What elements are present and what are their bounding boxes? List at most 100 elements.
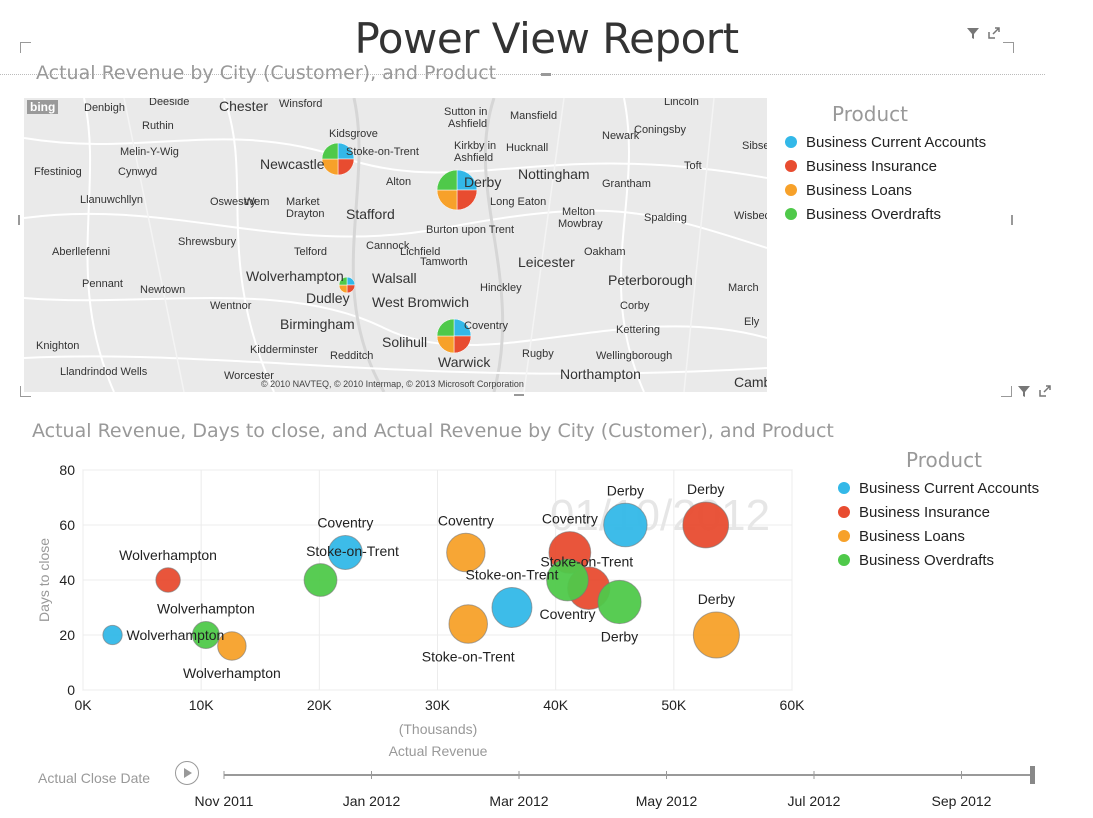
- x-axis-units: (Thousands): [399, 721, 478, 737]
- legend-label: Business Overdrafts: [859, 551, 995, 569]
- bubble-business-loans-stoke-on-trent[interactable]: [448, 604, 488, 644]
- bubble-business-overdrafts-stoke-on-trent[interactable]: [303, 563, 338, 597]
- pop-out-icon[interactable]: [1038, 384, 1052, 398]
- resize-handle[interactable]: [514, 394, 524, 396]
- visual-frame-corner: [1003, 42, 1014, 53]
- pie-slice[interactable]: [456, 189, 478, 211]
- map-place-label: Long Eaton: [490, 196, 547, 208]
- bubble-business-overdrafts-wolverhampton[interactable]: [191, 621, 220, 649]
- filter-icon[interactable]: [1017, 384, 1031, 398]
- bubble-data-label: Derby: [698, 591, 735, 607]
- bubble-business-loans-derby[interactable]: [692, 611, 740, 659]
- map-place-label: Coventry: [464, 320, 509, 332]
- map-place-label: Wisbech: [734, 210, 767, 222]
- map-place-label: Telford: [294, 246, 328, 258]
- legend-item-business-current-accounts[interactable]: Business Current Accounts: [785, 130, 1015, 154]
- filter-icon[interactable]: [966, 26, 980, 40]
- scatter-chart[interactable]: 01/10/2012 0K 10K 20K 30K 40K 50K 60K 0 20 40 60 80…: [0, 440, 830, 770]
- play-axis-label: Actual Close Date: [38, 770, 151, 786]
- y-tick-label: 60: [59, 517, 75, 533]
- map-place-label: Kidsgrove: [329, 128, 378, 140]
- map-place-label: Sibsey: [742, 140, 767, 152]
- map-visual[interactable]: Denbigh Deeside Chester Winsford Sutton in As…: [24, 98, 767, 392]
- bubble-data-label: Coventry: [539, 606, 595, 622]
- map-pie-derby[interactable]: [436, 169, 478, 211]
- map-place-label: Winsford: [279, 98, 323, 110]
- map-copyright: © 2010 NAVTEQ, © 2010 Intermap, © 2013 M…: [261, 379, 524, 389]
- map-place-label: Lincoln: [664, 98, 699, 108]
- legend-item-business-insurance[interactable]: Business Insurance: [785, 154, 1015, 178]
- timeline-track[interactable]: Nov 2011 Jan 2012 Mar 2012 May 2012 Jul 2012…: [0, 760, 1093, 818]
- bubble-business-overdrafts-derby[interactable]: [597, 579, 642, 625]
- bubble-data-label: Stoke-on-Trent: [540, 553, 633, 569]
- pie-slice[interactable]: [456, 169, 478, 191]
- x-tick-label: 40K: [543, 697, 569, 713]
- pie-slice[interactable]: [436, 318, 455, 337]
- map-place-label: Ashfield: [454, 152, 494, 164]
- legend-item-business-current-accounts[interactable]: Business Current Accounts: [838, 476, 1058, 500]
- legend-swatch: [785, 184, 797, 196]
- map-pie-wolverhampton[interactable]: [338, 276, 356, 294]
- play-button[interactable]: [175, 761, 199, 785]
- map-place-label: Sutton in: [444, 106, 488, 118]
- map-place-label: Toft: [684, 160, 702, 172]
- legend-item-business-overdrafts[interactable]: Business Overdrafts: [785, 202, 1015, 226]
- bubble-business-insurance-wolverhampton[interactable]: [155, 567, 181, 593]
- x-tick-label: 30K: [425, 697, 451, 713]
- legend-item-business-loans[interactable]: Business Loans: [838, 524, 1058, 548]
- report-title: Power View Report: [354, 14, 739, 63]
- resize-handle[interactable]: [18, 215, 20, 225]
- legend-item-business-loans[interactable]: Business Loans: [785, 178, 1015, 202]
- pie-slice[interactable]: [436, 189, 458, 211]
- play-axis-watermark: 01/10/2012: [550, 491, 770, 540]
- map-place-label: Knighton: [36, 340, 80, 352]
- pie-slice[interactable]: [321, 142, 339, 160]
- bubble-business-current-accounts-stoke-on-trent[interactable]: [491, 587, 533, 628]
- pie-slice[interactable]: [436, 169, 458, 191]
- map-legend: Product Business Current Accounts Busine…: [785, 102, 1015, 226]
- map-place-label: Lichfield: [400, 246, 441, 258]
- bubble-business-loans-wolverhampton[interactable]: [217, 631, 247, 661]
- pie-slice[interactable]: [338, 276, 348, 286]
- legend-swatch: [785, 136, 797, 148]
- map-place-label: Melton: [562, 206, 596, 218]
- map-place-label: Shrewsbury: [178, 236, 237, 248]
- timeline-month-label: Jul 2012: [788, 793, 841, 809]
- pop-out-icon[interactable]: [987, 26, 1001, 40]
- map-place-label: Nottingham: [518, 166, 590, 182]
- map-place-label: Solihull: [382, 334, 428, 350]
- legend-item-business-insurance[interactable]: Business Insurance: [838, 500, 1058, 524]
- legend-title: Product: [906, 448, 982, 472]
- bubble-business-current-accounts-derby[interactable]: [603, 502, 648, 548]
- bubble-business-loans-coventry[interactable]: [446, 532, 486, 573]
- resize-handle[interactable]: [1011, 215, 1013, 225]
- map-pie-coventry[interactable]: [436, 318, 472, 354]
- legend-label: Business Insurance: [806, 157, 937, 175]
- bubble-business-current-accounts-wolverhampton[interactable]: [102, 624, 123, 646]
- bubble-business-overdrafts-coventry[interactable]: [546, 558, 589, 602]
- bubble-business-current-accounts-coventry[interactable]: [327, 535, 363, 570]
- play-icon: [184, 768, 192, 778]
- legend-label: Business Current Accounts: [859, 479, 1040, 497]
- map-place-label: Kettering: [616, 324, 661, 336]
- map-place-label: Redditch: [330, 350, 374, 362]
- bubble-business-insurance-derby[interactable]: [682, 501, 730, 549]
- map-place-label: Hucknall: [506, 142, 549, 154]
- legend-item-business-overdrafts[interactable]: Business Overdrafts: [838, 548, 1058, 572]
- map-place-label: Wellingborough: [596, 350, 673, 362]
- map-place-label: Ely: [744, 316, 760, 328]
- timeline-month-label: Mar 2012: [489, 793, 548, 809]
- timeline-slider-handle[interactable]: [1030, 766, 1035, 784]
- y-tick-label: 0: [67, 682, 75, 698]
- map-place-label: Tamworth: [420, 256, 468, 268]
- map-pie-stoke-on-trent[interactable]: [321, 142, 355, 176]
- map-place-label: Rugby: [522, 348, 554, 360]
- y-tick-label: 40: [59, 572, 75, 588]
- map-place-label: Newark: [602, 130, 640, 142]
- map-place-label: Melin-Y-Wig: [120, 146, 179, 158]
- map-visual-title: Actual Revenue by City (Customer), and P…: [36, 62, 497, 84]
- resize-handle[interactable]: [541, 73, 551, 76]
- legend-swatch: [838, 554, 850, 566]
- x-tick-label: 0K: [74, 697, 92, 713]
- map-place-label: Oakham: [584, 246, 626, 258]
